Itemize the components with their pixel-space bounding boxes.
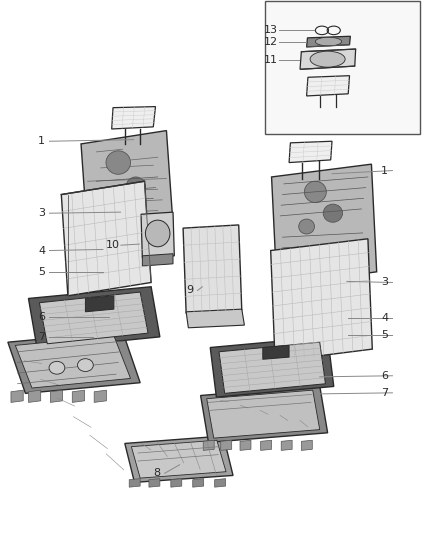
Polygon shape [215, 479, 226, 487]
Polygon shape [186, 309, 244, 328]
Polygon shape [50, 390, 63, 402]
Polygon shape [301, 440, 312, 450]
Polygon shape [125, 436, 233, 482]
Polygon shape [271, 239, 372, 361]
Polygon shape [112, 107, 155, 129]
Text: 6: 6 [381, 371, 388, 381]
Ellipse shape [310, 51, 345, 67]
Text: 5: 5 [38, 267, 45, 277]
Polygon shape [149, 479, 160, 487]
Polygon shape [141, 212, 174, 258]
Ellipse shape [78, 359, 93, 372]
Polygon shape [307, 76, 350, 96]
Polygon shape [300, 49, 356, 69]
Polygon shape [263, 345, 289, 359]
Polygon shape [39, 292, 148, 344]
Polygon shape [142, 254, 173, 266]
Text: 7: 7 [38, 332, 45, 342]
Polygon shape [193, 479, 204, 487]
Ellipse shape [323, 204, 343, 222]
Polygon shape [210, 337, 334, 397]
Ellipse shape [106, 151, 131, 174]
Polygon shape [15, 336, 131, 388]
Bar [265, 1, 420, 134]
Polygon shape [8, 332, 140, 393]
Ellipse shape [315, 37, 342, 46]
Polygon shape [28, 390, 41, 402]
Text: 3: 3 [381, 278, 388, 287]
Polygon shape [201, 386, 328, 442]
Text: 4: 4 [381, 313, 388, 323]
Polygon shape [11, 390, 23, 402]
Ellipse shape [49, 361, 65, 374]
Polygon shape [94, 390, 106, 402]
Polygon shape [131, 440, 226, 478]
Polygon shape [307, 36, 350, 47]
Ellipse shape [145, 220, 170, 247]
Text: 7: 7 [381, 388, 388, 398]
Polygon shape [221, 440, 232, 450]
Text: 9: 9 [186, 286, 193, 295]
Text: 5: 5 [381, 330, 388, 340]
Ellipse shape [304, 181, 326, 203]
Text: 1: 1 [38, 136, 45, 146]
Polygon shape [72, 390, 85, 402]
Polygon shape [203, 440, 214, 450]
Polygon shape [207, 390, 320, 438]
Polygon shape [183, 225, 242, 313]
Polygon shape [240, 440, 251, 450]
Polygon shape [261, 440, 272, 450]
Ellipse shape [299, 219, 314, 234]
Text: 13: 13 [264, 26, 278, 35]
Polygon shape [28, 287, 160, 349]
Ellipse shape [97, 189, 113, 205]
Text: 12: 12 [264, 37, 278, 47]
Text: 8: 8 [153, 469, 160, 478]
Polygon shape [272, 164, 377, 285]
Ellipse shape [126, 177, 145, 196]
Polygon shape [61, 181, 151, 296]
Polygon shape [289, 141, 332, 163]
Polygon shape [281, 440, 292, 450]
Text: 10: 10 [106, 240, 120, 250]
Text: 6: 6 [38, 312, 45, 322]
Polygon shape [219, 342, 325, 393]
Polygon shape [129, 479, 140, 487]
Text: 11: 11 [264, 55, 278, 64]
Polygon shape [85, 296, 114, 312]
Polygon shape [171, 479, 182, 487]
Text: 3: 3 [38, 208, 45, 218]
Text: 4: 4 [38, 246, 45, 255]
Polygon shape [81, 131, 173, 237]
Text: 1: 1 [381, 166, 388, 175]
